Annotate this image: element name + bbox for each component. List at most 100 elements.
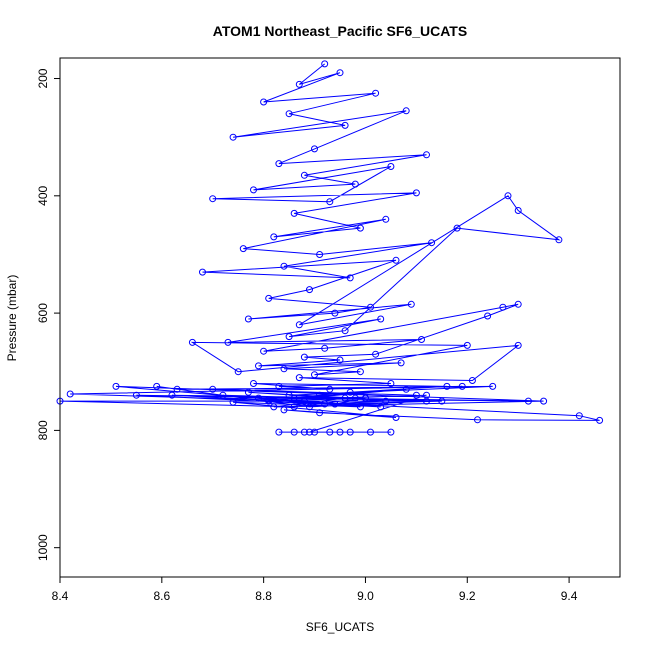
- data-point: [331, 400, 339, 408]
- data-point: [295, 321, 303, 329]
- data-point: [336, 69, 344, 77]
- data-point: [351, 180, 359, 188]
- data-point: [341, 327, 349, 335]
- data-point: [596, 416, 604, 424]
- data-point: [351, 394, 359, 402]
- data-point: [514, 341, 522, 349]
- data-point: [300, 428, 308, 436]
- data-point: [346, 274, 354, 282]
- data-point: [244, 315, 252, 323]
- data-point: [199, 268, 206, 276]
- data-point: [321, 400, 329, 408]
- data-point: [341, 394, 349, 402]
- y-tick-label: 1000: [36, 534, 50, 561]
- data-point: [285, 110, 293, 118]
- data-point: [575, 412, 583, 420]
- x-axis-label: SF6_UCATS: [306, 620, 374, 634]
- x-tick-label: 9.4: [561, 589, 578, 603]
- y-axis: 200 400 600 800 1000: [36, 68, 60, 561]
- data-point: [285, 333, 293, 341]
- data-point: [260, 98, 268, 106]
- data-point: [438, 397, 446, 405]
- data-point: [153, 382, 161, 390]
- data-point: [295, 80, 303, 88]
- data-point: [311, 371, 318, 379]
- data-point: [168, 391, 176, 399]
- data-point: [316, 391, 324, 399]
- data-point: [311, 145, 318, 153]
- data-point: [341, 121, 349, 129]
- data-point: [402, 107, 410, 115]
- data-point: [418, 336, 425, 343]
- data-point: [524, 397, 532, 405]
- data-point: [209, 385, 217, 393]
- data-point: [326, 428, 334, 436]
- data-point: [412, 391, 420, 399]
- data-point: [453, 224, 461, 232]
- y-axis-label: Pressure (mbar): [5, 275, 19, 362]
- data-point: [555, 236, 563, 244]
- data-point: [270, 233, 278, 241]
- data-point: [244, 388, 252, 396]
- data-point: [326, 385, 334, 393]
- x-tick-label: 9.0: [357, 589, 374, 603]
- data-point: [356, 224, 364, 232]
- data-point: [132, 391, 140, 399]
- data-point: [412, 189, 420, 197]
- x-tick-label: 8.6: [153, 589, 170, 603]
- data-point: [514, 207, 522, 214]
- data-point: [499, 303, 507, 311]
- data-point: [285, 391, 293, 399]
- data-point: [321, 60, 329, 68]
- data-point: [397, 359, 405, 367]
- data-point: [504, 192, 512, 200]
- data-point: [306, 403, 313, 411]
- data-point: [66, 390, 74, 398]
- data-point: [463, 341, 471, 349]
- y-tick-label: 200: [36, 68, 50, 88]
- data-point: [112, 382, 120, 390]
- data-point: [239, 245, 247, 253]
- series-line: [59, 63, 600, 433]
- data-point: [489, 382, 497, 390]
- data-point: [362, 394, 369, 402]
- data-point: [443, 382, 451, 390]
- x-tick-label: 8.4: [52, 589, 69, 603]
- plot-frame: [59, 57, 621, 578]
- data-point: [468, 377, 476, 384]
- data-point: [356, 403, 364, 411]
- data-point: [474, 416, 481, 424]
- data-point: [346, 388, 354, 396]
- y-tick-label: 800: [36, 420, 50, 440]
- data-point: [316, 251, 324, 258]
- series-layer: [56, 60, 604, 436]
- data-point: [392, 256, 400, 264]
- data-point: [387, 380, 395, 387]
- data-point: [295, 374, 303, 382]
- data-point: [392, 414, 400, 421]
- data-point: [234, 368, 242, 376]
- data-point: [300, 353, 308, 361]
- data-point: [377, 403, 385, 411]
- data-point: [423, 391, 430, 399]
- data-point: [255, 394, 262, 402]
- data-point: [280, 365, 288, 373]
- data-point: [255, 362, 262, 370]
- data-point: [387, 428, 395, 436]
- data-point: [173, 385, 181, 393]
- x-axis: 8.4 8.6 8.8 9.0 9.2 9.4: [52, 577, 578, 603]
- data-point: [382, 397, 390, 405]
- data-point: [387, 163, 395, 170]
- data-point: [275, 160, 283, 168]
- y-tick-label: 600: [36, 303, 50, 323]
- data-point: [306, 428, 313, 436]
- data-point: [540, 397, 548, 405]
- data-point: [188, 338, 196, 346]
- y-tick-label: 400: [36, 185, 50, 205]
- data-point: [377, 315, 385, 323]
- data-point: [275, 428, 283, 436]
- data-point: [331, 309, 339, 317]
- data-point: [336, 428, 344, 436]
- data-point: [311, 428, 318, 436]
